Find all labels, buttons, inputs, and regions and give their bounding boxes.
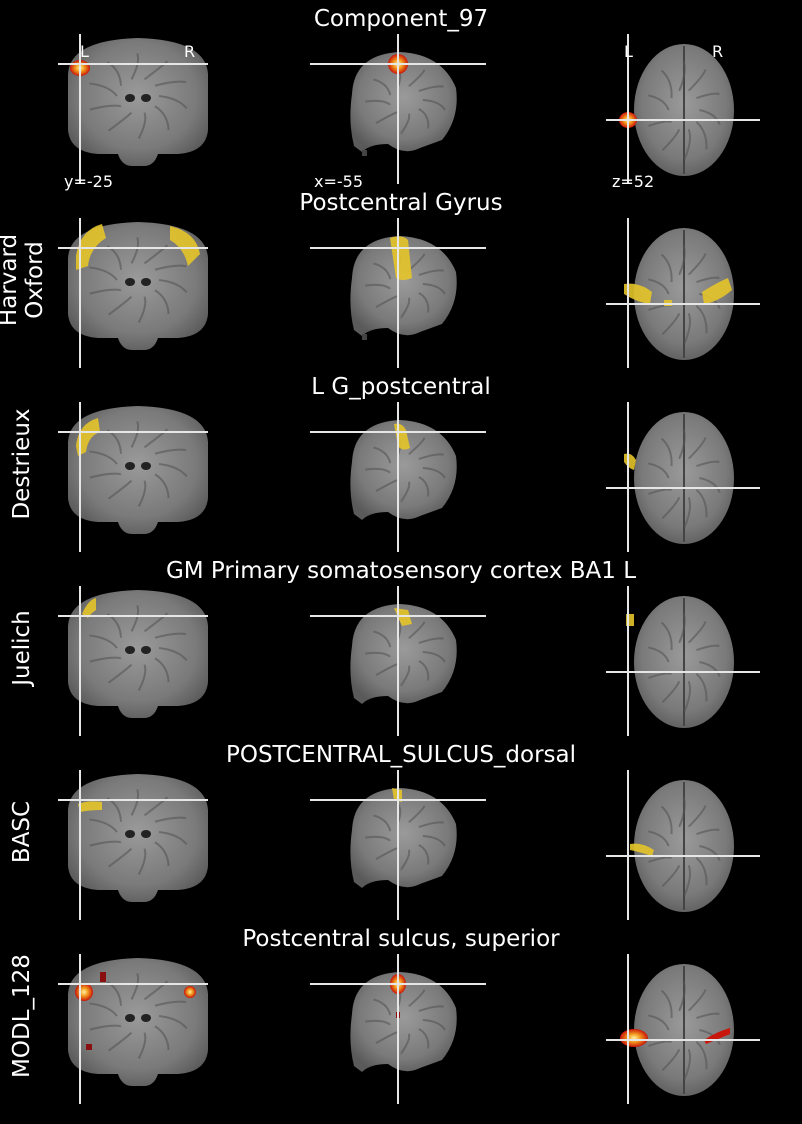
row-title: Component_97 (313, 6, 489, 32)
axial-view (606, 954, 766, 1104)
x-coordinate: x=-55 (314, 172, 364, 191)
coronal-view (58, 954, 218, 1104)
atlas-row: GM Primary somatosensory cortex BA1 L Jue… (0, 552, 802, 736)
atlas-label: Destrieux (9, 408, 35, 520)
row-title: L G_postcentral (311, 374, 491, 400)
sagittal-view (310, 402, 492, 552)
row-title: GM Primary somatosensory cortex BA1 L (165, 558, 637, 584)
sagittal-view (310, 954, 492, 1104)
row-title: POSTCENTRAL_SULCUS_dorsal (225, 742, 577, 768)
orientation-right-label: R (712, 42, 724, 61)
atlas-label: BASC (9, 800, 35, 864)
atlas-label: Harvard Oxford (0, 233, 48, 327)
atlas-label: MODL_128 (9, 954, 35, 1078)
orientation-left-label: L (80, 42, 89, 61)
row-title: Postcentral sulcus, superior (242, 926, 560, 952)
axial-view (606, 770, 766, 920)
row-title: Postcentral Gyrus (299, 190, 503, 216)
sagittal-view (310, 770, 492, 920)
sagittal-view: x=-55 (310, 34, 492, 191)
atlas-row: Postcentral sulcus, superior MODL_128 (0, 920, 802, 1104)
axial-view (606, 402, 766, 552)
orientation-right-label: R (184, 42, 196, 61)
atlas-label: Juelich (9, 610, 35, 686)
z-coordinate: z=52 (612, 172, 655, 191)
coronal-view (58, 770, 218, 920)
orientation-left-label: L (624, 42, 633, 61)
atlas-row: Postcentral Gyrus Harvard Oxford (0, 184, 802, 368)
coronal-view (58, 586, 218, 736)
coronal-view (58, 402, 218, 552)
atlas-row: POSTCENTRAL_SULCUS_dorsal BASC (0, 736, 802, 920)
axial-view (606, 586, 766, 736)
coronal-view (58, 218, 218, 368)
sagittal-view (310, 586, 492, 736)
y-coordinate: y=-25 (64, 172, 114, 191)
atlas-row: L G_postcentral Destrieux (0, 368, 802, 552)
axial-view (606, 218, 766, 368)
sagittal-view (310, 218, 492, 368)
